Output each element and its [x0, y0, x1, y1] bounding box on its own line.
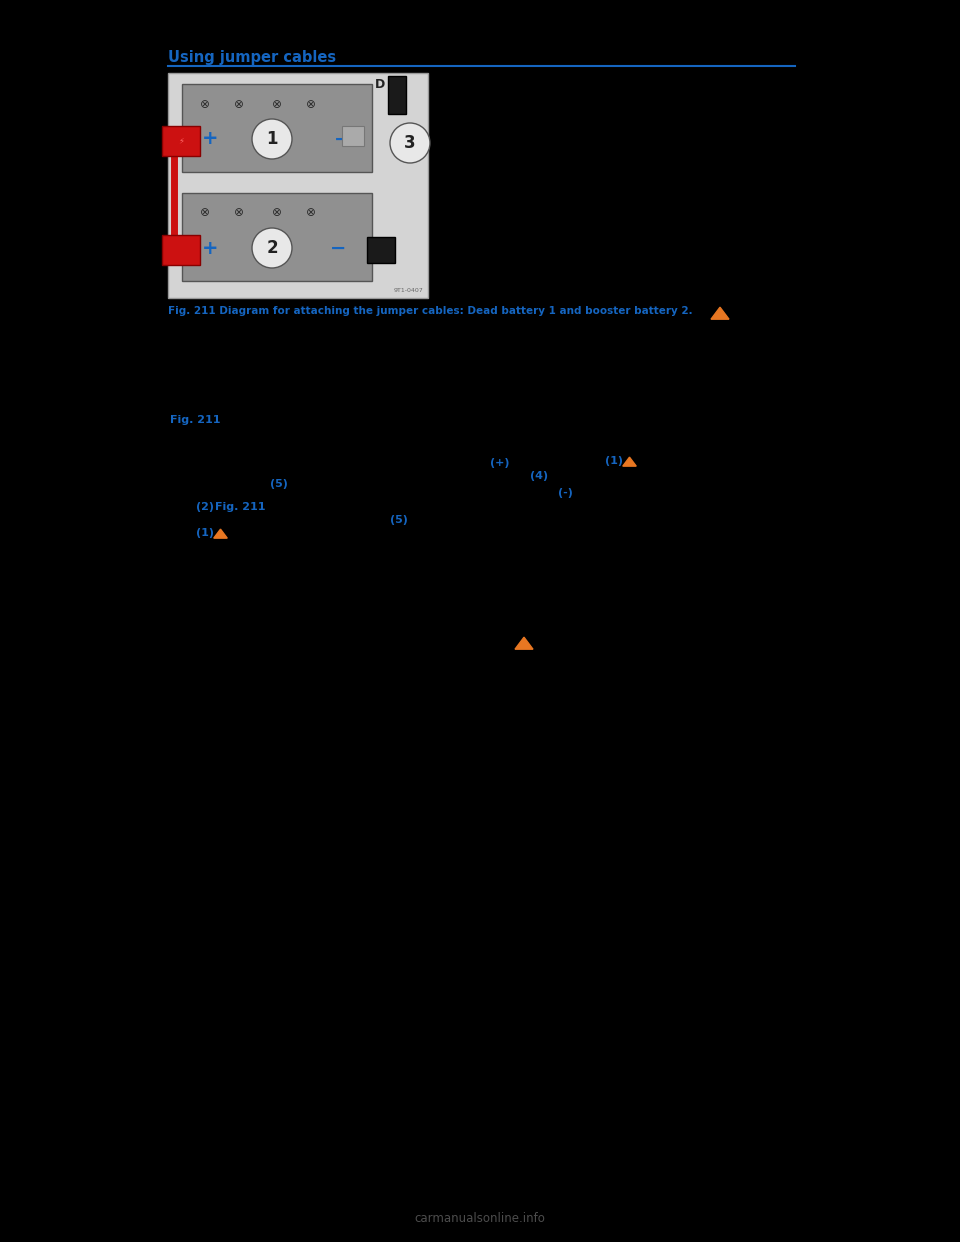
Text: ⊗: ⊗: [234, 206, 244, 220]
Text: +: +: [202, 129, 218, 149]
Text: −: −: [334, 129, 350, 149]
Text: B: B: [171, 241, 180, 255]
Text: (1): (1): [605, 456, 623, 466]
Polygon shape: [214, 529, 228, 538]
FancyBboxPatch shape: [162, 125, 200, 156]
Text: carmanualsonline.info: carmanualsonline.info: [415, 1212, 545, 1225]
Text: (5): (5): [270, 479, 288, 489]
Text: (5): (5): [390, 515, 408, 525]
FancyBboxPatch shape: [182, 84, 372, 171]
Text: (-): (-): [558, 488, 573, 498]
Circle shape: [252, 229, 292, 268]
FancyBboxPatch shape: [342, 125, 364, 147]
FancyBboxPatch shape: [162, 235, 200, 265]
Text: Fig. 211: Fig. 211: [215, 502, 266, 512]
Text: 2: 2: [266, 238, 277, 257]
Text: A: A: [171, 133, 180, 145]
Text: 9T1-0407: 9T1-0407: [394, 288, 423, 293]
FancyBboxPatch shape: [367, 237, 395, 263]
Text: +: +: [202, 238, 218, 257]
Text: (2): (2): [196, 502, 214, 512]
Circle shape: [252, 119, 292, 159]
FancyBboxPatch shape: [182, 193, 372, 281]
Text: Fig. 211: Fig. 211: [170, 415, 221, 425]
Text: ⊗: ⊗: [306, 98, 316, 111]
Text: ⊗: ⊗: [272, 206, 282, 220]
FancyBboxPatch shape: [388, 76, 406, 114]
Text: 1: 1: [266, 130, 277, 148]
Text: ⊗: ⊗: [306, 206, 316, 220]
Text: (4): (4): [530, 471, 548, 481]
Text: D: D: [374, 77, 385, 91]
Text: ⊗: ⊗: [200, 206, 209, 220]
Text: Fig. 211 Diagram for attaching the jumper cables: Dead battery 1 and booster bat: Fig. 211 Diagram for attaching the jumpe…: [168, 306, 692, 315]
Circle shape: [390, 123, 430, 163]
Text: C: C: [377, 241, 387, 255]
Text: Using jumper cables: Using jumper cables: [168, 50, 336, 65]
Text: ⚡: ⚡: [178, 137, 184, 145]
Text: (+): (+): [490, 458, 510, 468]
Polygon shape: [711, 307, 729, 319]
FancyBboxPatch shape: [168, 73, 428, 298]
Polygon shape: [515, 637, 533, 650]
Text: 3: 3: [404, 134, 416, 152]
Text: ⊗: ⊗: [234, 98, 244, 111]
Text: ⊗: ⊗: [200, 98, 209, 111]
Text: −: −: [330, 238, 347, 257]
Text: (1): (1): [196, 528, 214, 538]
Polygon shape: [623, 457, 636, 466]
Text: ⊗: ⊗: [272, 98, 282, 111]
